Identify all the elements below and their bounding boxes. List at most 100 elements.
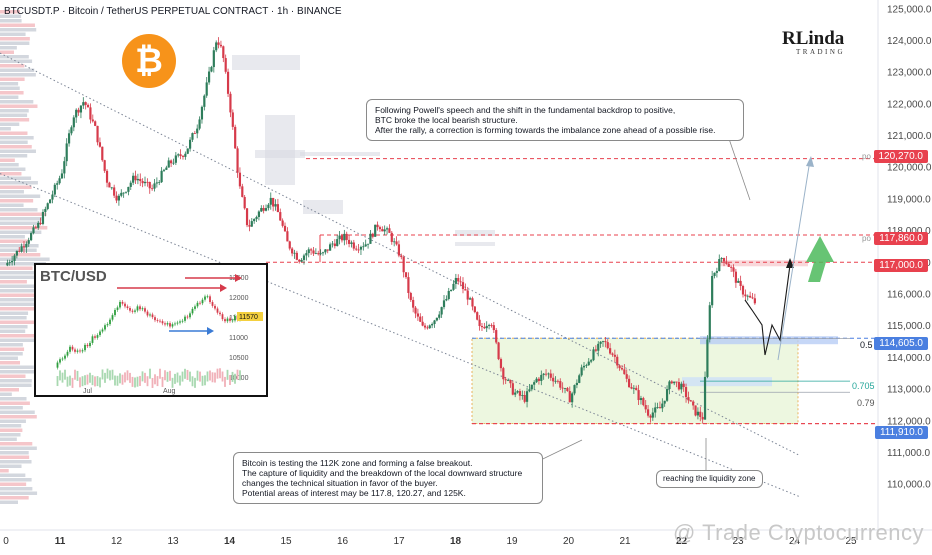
candle-body (516, 391, 519, 393)
candle-body (134, 175, 137, 181)
volume-profile-bar (0, 397, 27, 401)
candle-body (188, 139, 192, 149)
volume-profile-bar (0, 500, 18, 504)
candle-body (224, 58, 227, 72)
volume-profile-bar (0, 392, 12, 396)
inset-volume-bar (236, 369, 239, 380)
candle-body (136, 178, 139, 181)
candle-body (245, 208, 249, 226)
volume-profile-bar (0, 311, 29, 315)
candle-body (540, 374, 543, 381)
candle-body (302, 255, 306, 260)
volume-profile-bar (0, 370, 36, 374)
inset-candle-body (174, 323, 176, 325)
candle-body (350, 242, 353, 244)
candle-body (385, 228, 389, 230)
volume-profile-bar (0, 365, 34, 369)
candle-body (457, 277, 460, 282)
volume-profile-bar (0, 190, 24, 194)
inset-volume-bar (99, 377, 101, 388)
volume-profile-bar (0, 68, 35, 72)
supply-block (455, 242, 495, 246)
candle-body (737, 280, 740, 283)
candle-body (658, 407, 662, 409)
candle-body (310, 249, 313, 251)
candle-body (639, 398, 643, 401)
inset-volume-bar (231, 371, 234, 382)
candle-body (376, 224, 379, 228)
candle-body (730, 266, 733, 268)
candle-body (661, 403, 664, 409)
price-tick: 118,000.0 (887, 226, 931, 237)
inset-candle-body (134, 310, 136, 312)
price-tick: 111,000.0 (887, 448, 930, 459)
inset-candle-body (119, 301, 121, 308)
candle-body (343, 233, 346, 241)
inset-price-tick: 10000 (229, 375, 249, 382)
candle-body (243, 196, 246, 209)
volume-profile-bar (0, 28, 37, 32)
candle-body (120, 192, 123, 196)
volume-profile-bar (0, 275, 35, 279)
candle-body (627, 378, 631, 388)
inset-volume-bar (126, 370, 129, 381)
candle-body (423, 325, 427, 328)
candle-body (113, 187, 116, 196)
candle-body (281, 220, 284, 226)
price-label-117000: 117,000.0 (874, 259, 928, 272)
candle-body (362, 246, 365, 248)
candle-body (682, 383, 685, 388)
inset-candle-body (179, 321, 181, 323)
inset-volume-bar (94, 376, 96, 387)
candle-body (718, 259, 721, 272)
volume-profile-bar (0, 419, 26, 423)
inset-price-tick: 10500 (229, 355, 249, 362)
volume-profile-bar (0, 217, 43, 221)
candle-body (75, 109, 78, 118)
volume-profile-bar (0, 41, 30, 45)
candle-body (611, 353, 614, 355)
supply-block (300, 152, 380, 156)
candle-body (511, 383, 514, 395)
candle-body (649, 415, 652, 418)
inset-volume-bar (164, 370, 166, 381)
candle-body (499, 359, 503, 369)
candle-body (20, 246, 23, 252)
inset-candle-body (96, 335, 99, 338)
candle-body (404, 272, 408, 278)
candle-body (390, 232, 393, 242)
candle-body (459, 281, 462, 283)
candle-body (741, 285, 745, 295)
inset-candle-body (196, 302, 199, 307)
candle-body (234, 126, 237, 149)
inset-title: BTC/USD (40, 268, 107, 285)
price-tick: 115,000.0 (887, 321, 931, 332)
candle-body (160, 170, 163, 183)
candle-body (210, 67, 213, 72)
candle-body (635, 387, 638, 391)
inset-volume-bar (239, 370, 241, 381)
supply-block (455, 230, 495, 236)
candle-body (98, 142, 102, 147)
inset-volume-bar (186, 369, 189, 380)
inset-volume-bar (196, 370, 199, 381)
candle-body (585, 365, 588, 366)
candle-body (582, 365, 586, 368)
candle-body (191, 133, 194, 140)
candle-body (25, 243, 28, 248)
inset-candle-body (106, 324, 109, 326)
fib-label-0-705: 0.705 (852, 381, 875, 391)
candle-body (193, 133, 196, 134)
candle-body (521, 395, 524, 396)
inset-volume-bar (141, 371, 144, 382)
price-tick: 120,000.0 (887, 163, 932, 174)
candle-body (295, 252, 298, 260)
candle-body (146, 181, 149, 183)
candle-body (274, 204, 277, 207)
candle-body (594, 349, 597, 351)
candle-body (749, 295, 752, 298)
volume-profile-bar (0, 338, 36, 342)
volume-profile-bar (0, 158, 15, 162)
candle-body (533, 382, 536, 385)
